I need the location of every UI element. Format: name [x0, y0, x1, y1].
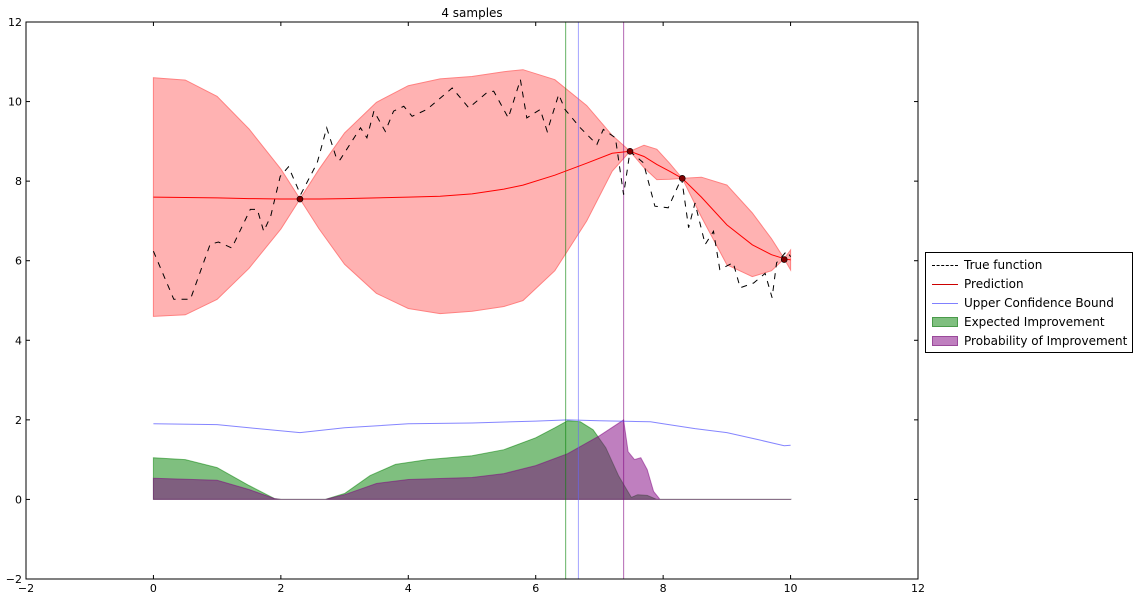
legend-label: Probability of Improvement — [964, 333, 1128, 348]
legend-item-ucb: Upper Confidence Bound — [926, 293, 1132, 312]
blue-line-swatch — [932, 298, 958, 308]
y-tick-label: 8 — [15, 175, 22, 188]
probability-of-improvement-area — [152, 419, 792, 500]
legend-label: Prediction — [964, 276, 1024, 291]
chart-title: 4 samples — [441, 6, 502, 20]
legend-item-prediction: Prediction — [926, 274, 1132, 293]
x-tick-label: 0 — [150, 582, 157, 595]
sample-point — [296, 195, 304, 203]
y-tick-label: 4 — [15, 334, 22, 347]
prediction-line — [153, 150, 791, 261]
legend: True function Prediction Upper Confidenc… — [925, 252, 1133, 353]
legend-label: Expected Improvement — [964, 314, 1105, 329]
x-tick-label: 4 — [405, 582, 412, 595]
ucb-line — [153, 419, 791, 447]
sample-point — [626, 148, 634, 155]
y-tick-label: 0 — [15, 493, 22, 506]
sample-point — [780, 256, 788, 263]
axes-frame — [25, 21, 919, 580]
legend-item-ei: Expected Improvement — [926, 312, 1132, 331]
confidence-band — [152, 69, 792, 317]
legend-label: True function — [964, 257, 1043, 272]
y-tick-label: 6 — [15, 255, 22, 268]
dashed-line-swatch — [932, 260, 958, 270]
x-tick-label: 12 — [911, 582, 925, 595]
legend-label: Upper Confidence Bound — [964, 295, 1114, 310]
y-tick-label: 10 — [8, 96, 22, 109]
y-tick-label: 12 — [8, 16, 22, 29]
x-tick-label: 2 — [277, 582, 284, 595]
purple-patch-swatch — [932, 335, 958, 346]
green-patch-swatch — [932, 316, 958, 327]
red-line-swatch — [932, 279, 958, 289]
legend-item-true-function: True function — [926, 255, 1132, 274]
x-tick-label: 10 — [784, 582, 798, 595]
y-tick-label: −2 — [6, 573, 22, 586]
legend-item-pi: Probability of Improvement — [926, 331, 1132, 350]
x-tick-label: 6 — [532, 582, 539, 595]
axis-ticks: −2 0 2 4 6 8 10 12 −2 0 2 4 6 8 10 12 — [6, 16, 925, 595]
y-tick-label: 2 — [15, 414, 22, 427]
sample-point — [678, 175, 686, 182]
x-tick-label: 8 — [660, 582, 667, 595]
x-tick-label: −2 — [18, 582, 34, 595]
true-function-line — [152, 79, 792, 300]
plot-area — [152, 22, 792, 579]
